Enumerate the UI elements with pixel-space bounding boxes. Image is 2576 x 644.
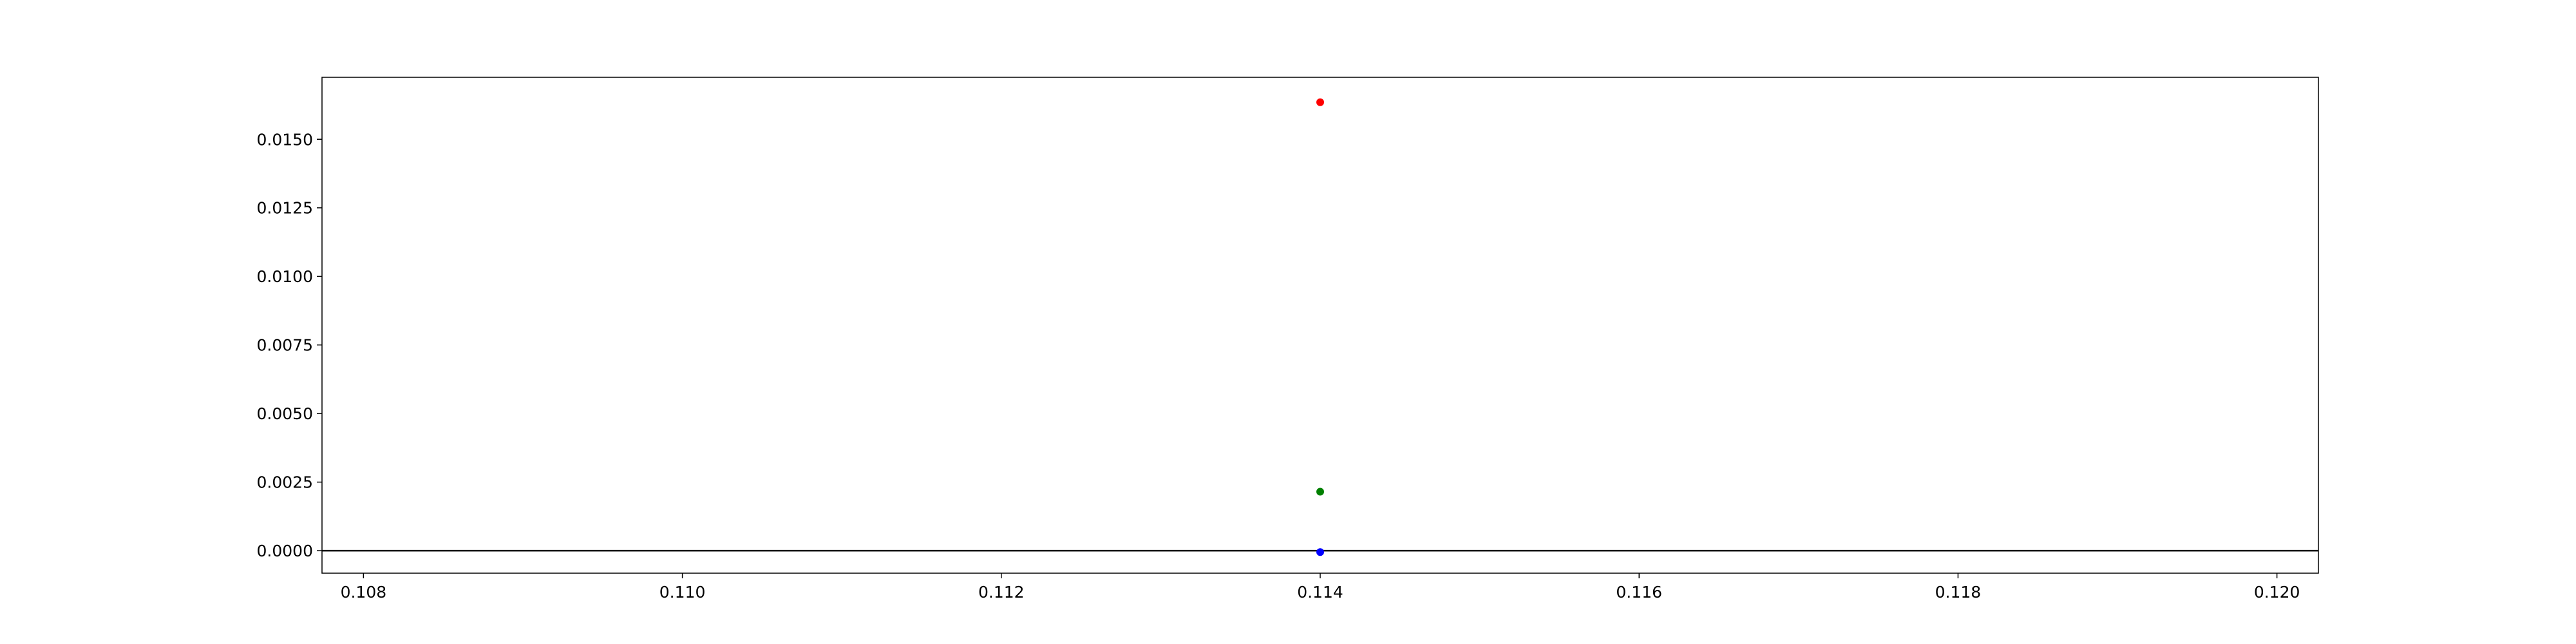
y-tick-label: 0.0025 (257, 473, 313, 492)
x-tick-label: 0.120 (2254, 583, 2300, 601)
x-tick-label: 0.114 (1297, 583, 1343, 601)
data-point (1316, 488, 1324, 496)
y-tick-label: 0.0000 (257, 542, 313, 560)
y-tick-label: 0.0125 (257, 199, 313, 218)
x-tick-label: 0.116 (1616, 583, 1662, 601)
x-tick-label: 0.110 (659, 583, 706, 601)
y-tick-label: 0.0075 (257, 336, 313, 355)
data-points (1316, 98, 1324, 556)
y-tick-label: 0.0150 (257, 130, 313, 149)
x-tick-label: 0.108 (341, 583, 387, 601)
y-tick-label: 0.0100 (257, 267, 313, 286)
plot-frame (321, 77, 2319, 574)
x-tick-label: 0.118 (1935, 583, 1982, 601)
y-axis-ticks: 0.0000 0.0025 0.0050 0.0075 0.0100 0.0125 0.01… (257, 130, 322, 560)
x-tick-label: 0.112 (978, 583, 1025, 601)
data-point (1316, 98, 1324, 106)
y-tick-label: 0.0050 (257, 404, 313, 423)
x-axis-ticks: 0.108 0.110 0.112 0.114 0.116 0.118 0.120 (341, 573, 2300, 601)
data-point (1316, 548, 1324, 556)
